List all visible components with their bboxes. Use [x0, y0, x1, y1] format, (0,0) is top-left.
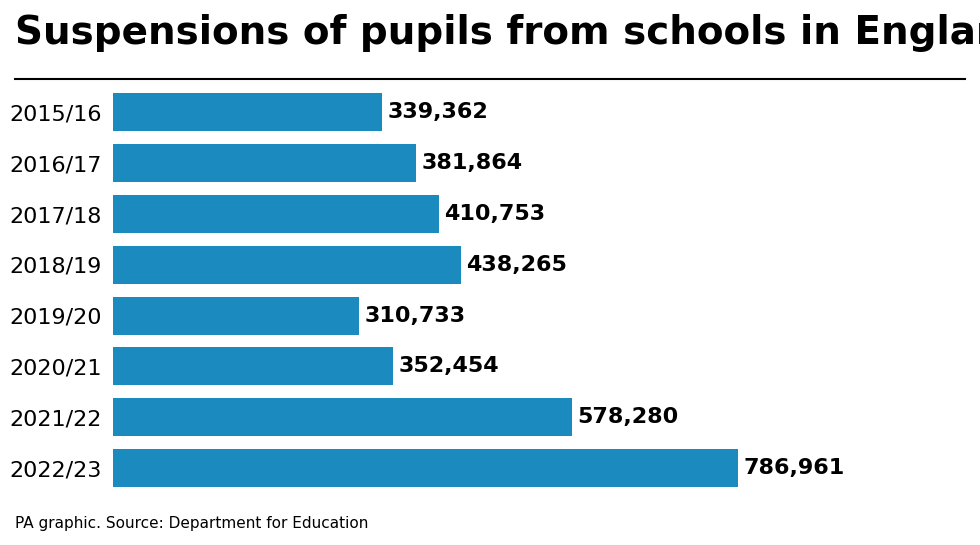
Text: PA graphic. Source: Department for Education: PA graphic. Source: Department for Educa…: [15, 516, 368, 531]
Text: 438,265: 438,265: [466, 255, 567, 275]
Text: Suspensions of pupils from schools in England: Suspensions of pupils from schools in En…: [15, 14, 980, 52]
Bar: [113, 246, 461, 284]
Bar: [113, 93, 382, 131]
Text: 310,733: 310,733: [365, 306, 466, 325]
Text: 786,961: 786,961: [743, 458, 845, 478]
Text: 352,454: 352,454: [398, 356, 499, 377]
Bar: [113, 347, 393, 385]
Text: 578,280: 578,280: [577, 407, 679, 427]
Bar: [113, 195, 439, 233]
Bar: [113, 296, 360, 335]
Bar: [113, 398, 572, 436]
Bar: [113, 449, 738, 487]
Text: 410,753: 410,753: [445, 204, 546, 224]
Bar: [113, 144, 416, 182]
Text: 381,864: 381,864: [421, 153, 522, 173]
Text: 339,362: 339,362: [388, 102, 488, 123]
